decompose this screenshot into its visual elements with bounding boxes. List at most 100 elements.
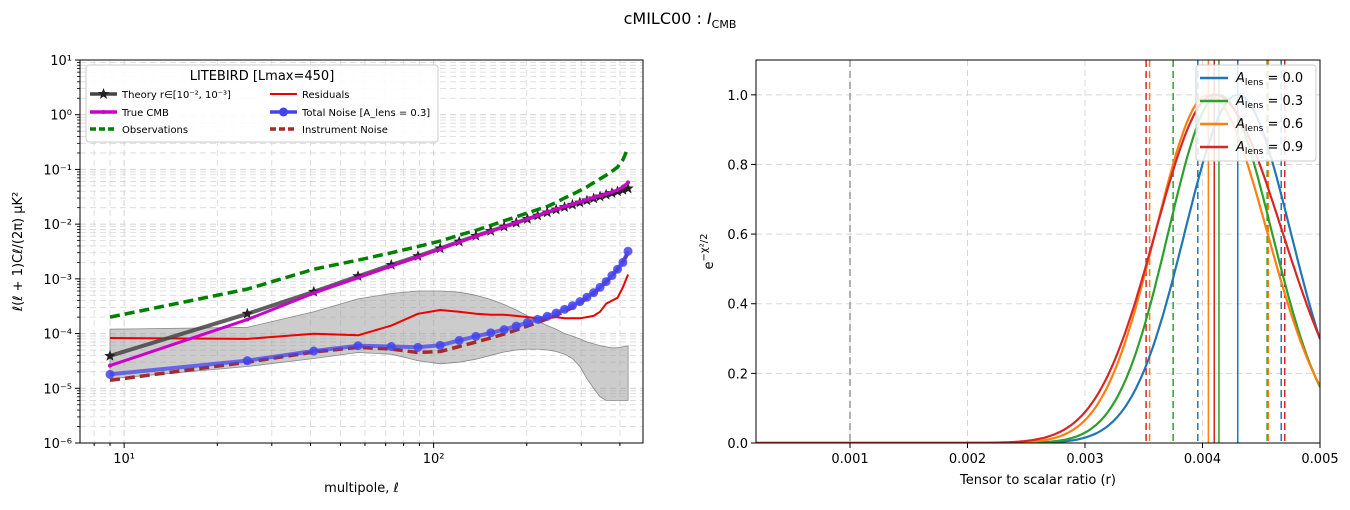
data-point-dot [562, 204, 567, 209]
y-tick-label: 0.4 [727, 298, 748, 313]
data-point-dot [584, 197, 589, 202]
data-point-circle [542, 311, 552, 321]
data-point-circle [560, 304, 570, 314]
data-point-circle [413, 342, 423, 352]
data-point-circle [618, 257, 628, 267]
data-point-dot [598, 193, 603, 198]
data-point-circle [522, 318, 532, 328]
data-point-dot [615, 188, 620, 193]
y-tick-label: 10⁻³ [43, 273, 72, 288]
series-line [109, 147, 630, 319]
data-point-star [617, 183, 629, 195]
legend-item: Total Noise [A_lens = 0.3] [270, 107, 430, 119]
data-point-circle [511, 321, 521, 331]
y-axis-label: e−χ²/2 [699, 234, 717, 270]
legend-item: Alens = 0.9 [1200, 140, 1303, 157]
legend-item: Residuals [270, 90, 349, 101]
legend-label-sub: lens [1245, 78, 1264, 88]
figure-title: cMILC00 : ICMB [624, 9, 737, 31]
x-tick-label: 0.001 [831, 452, 868, 467]
data-point-dot [389, 264, 394, 269]
data-point-dot [525, 216, 530, 221]
legend-label: Alens = 0.6 [1235, 117, 1303, 134]
data-point-dot [438, 247, 443, 252]
legend-marker [279, 107, 288, 117]
data-point-dot [245, 317, 250, 322]
data-point-circle [454, 335, 464, 345]
data-point-circle [582, 292, 592, 302]
data-point-circle [567, 301, 577, 311]
y-tick-label: 10¹ [50, 54, 72, 69]
legend-label: Residuals [302, 90, 349, 101]
legend-box [85, 64, 439, 143]
data-point-dot [502, 224, 507, 229]
data-point-dot [545, 210, 550, 215]
y-tick-label: 0.6 [727, 228, 748, 243]
data-point-circle [386, 342, 396, 352]
data-point-circle [575, 297, 585, 307]
x-tick-label: 0.003 [1066, 452, 1103, 467]
legend-label-value: = 0.9 [1263, 140, 1303, 155]
y-tick-label: 0.0 [727, 437, 748, 452]
data-point-dot [457, 240, 462, 245]
legend-label-sub: lens [1245, 124, 1264, 134]
right-panel: 0.001 0.002 0.003 0.004 0.005 0.0 0.2 0.4 0.6 0.8… [699, 59, 1339, 488]
legend-label: True CMB [121, 108, 169, 119]
y-tick-label: 0.2 [727, 367, 748, 382]
y-tick-label: 10⁻⁴ [43, 328, 72, 343]
legend-label: Theory r∈[10⁻², 10⁻³] [121, 90, 231, 101]
data-point-circle [353, 341, 363, 351]
legend-item: Alens = 0.0 [1200, 71, 1303, 88]
series-2 [109, 147, 630, 319]
data-point-dot [609, 190, 614, 195]
legend-label: Alens = 0.9 [1235, 140, 1303, 157]
data-point-dot [514, 220, 519, 225]
data-point-circle [589, 288, 599, 298]
data-point-circle [435, 340, 445, 350]
y-axis-label: ℓ(ℓ + 1)Cℓ/(2π) μK² [11, 192, 26, 313]
x-tick-label: 10² [423, 452, 445, 467]
data-point-circle [471, 331, 481, 341]
y-tick-label: 10⁻⁵ [43, 382, 72, 397]
x-tick-label: 0.004 [1184, 452, 1221, 467]
y-tick-label: 10⁰ [50, 109, 72, 124]
data-point-circle [595, 282, 605, 292]
series-1 [107, 180, 631, 368]
data-point-circle [607, 271, 617, 281]
x-tick-label: 0.002 [949, 452, 986, 467]
data-point-star [104, 349, 116, 361]
data-point-dot [356, 275, 361, 280]
y-axis-label-base: e [702, 261, 717, 269]
legend-item: Instrument Noise [270, 125, 388, 136]
data-point-dot [415, 255, 420, 260]
data-point-circle [601, 277, 611, 287]
data-point-dot [570, 202, 575, 207]
data-point-circle [105, 369, 115, 379]
legend-label-value: = 0.6 [1263, 117, 1303, 132]
x-tick-label: 0.005 [1301, 452, 1338, 467]
left-panel: 10¹ 10² 10⁻⁶ 10⁻⁵ 10⁻⁴ 10⁻³ 10⁻² 10⁻¹ 10⁰ 10¹ mult… [11, 54, 644, 496]
left-axes-frame [79, 59, 644, 444]
legend-label-symbol: A [1235, 140, 1245, 155]
data-point-circle [551, 308, 561, 318]
legend-item: Alens = 0.6 [1200, 117, 1303, 134]
right-axes-frame [755, 59, 1321, 444]
data-point-circle [533, 314, 543, 324]
legend-label: Alens = 0.0 [1235, 71, 1303, 88]
legend-item: True CMB [90, 108, 169, 119]
series-4 [105, 246, 633, 379]
data-point-dot [577, 199, 582, 204]
data-point-star [352, 270, 364, 282]
data-point-circle [623, 246, 633, 256]
left-ticks: 10¹ 10² 10⁻⁶ 10⁻⁵ 10⁻⁴ 10⁻³ 10⁻² 10⁻¹ 10⁰ 10¹ [43, 54, 621, 467]
legend-label-value: = 0.3 [1263, 94, 1303, 109]
data-point-circle [613, 264, 623, 274]
data-point-circle [309, 346, 319, 356]
y-tick-label: 0.8 [727, 158, 748, 173]
data-point-dot [591, 195, 596, 200]
y-tick-label: 1.0 [727, 89, 748, 104]
y-tick-label: 10⁻² [43, 218, 72, 233]
legend-box [1195, 64, 1317, 162]
legend-label-symbol: A [1235, 71, 1245, 86]
